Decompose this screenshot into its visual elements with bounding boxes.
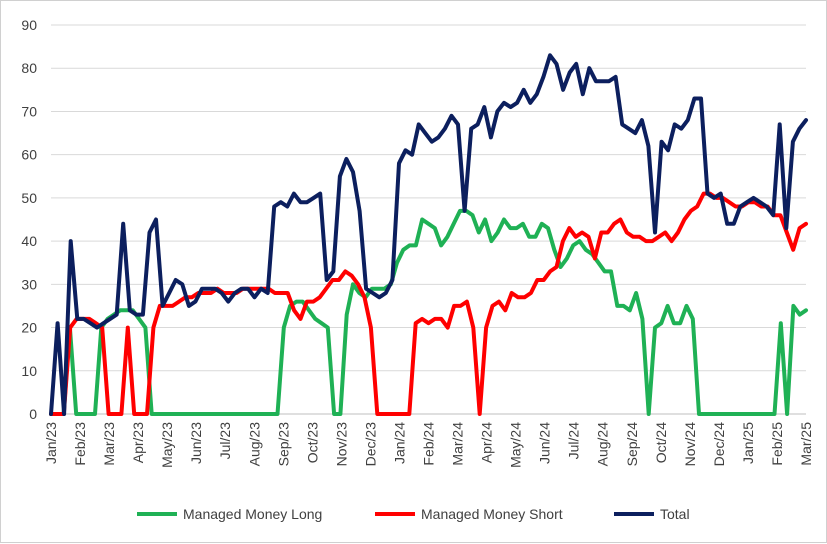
- legend-label: Total: [660, 506, 690, 522]
- x-tick-label: May/24: [508, 422, 524, 468]
- y-tick-label: 10: [21, 363, 37, 379]
- x-tick-label: Mar/23: [101, 422, 117, 466]
- x-tick-label: Feb/25: [769, 422, 785, 466]
- x-tick-label: Feb/24: [421, 422, 437, 466]
- y-tick-label: 80: [21, 60, 37, 76]
- x-tick-label: Jun/24: [537, 422, 553, 464]
- x-tick-label: Mar/24: [450, 422, 466, 466]
- y-tick-label: 20: [21, 320, 37, 336]
- x-tick-label: Aug/24: [595, 422, 611, 467]
- series-line-managed-money-short: [49, 191, 808, 416]
- y-tick-label: 60: [21, 147, 37, 163]
- gridlines: [51, 24, 806, 415]
- x-tick-label: Jan/25: [740, 422, 756, 464]
- x-tick-label: Jul/24: [566, 422, 582, 460]
- series-line-total: [49, 53, 808, 416]
- y-tick-label: 50: [21, 190, 37, 206]
- x-tick-label: May/23: [159, 422, 175, 468]
- x-tick-label: Oct/23: [304, 422, 320, 463]
- y-tick-label: 90: [21, 17, 37, 33]
- legend: Managed Money Long Managed Money Short Tot…: [137, 506, 690, 522]
- x-tick-label: Jun/23: [188, 422, 204, 464]
- y-tick-label: 0: [29, 406, 37, 422]
- series-line-managed-money-long: [49, 208, 808, 416]
- x-tick-label: Aug/23: [246, 422, 262, 467]
- x-tick-label: Dec/24: [711, 422, 727, 467]
- x-tick-label: Oct/24: [653, 422, 669, 463]
- x-tick-label: Dec/23: [362, 422, 378, 467]
- y-axis-tick-labels: 0 10 20 30 40 50 60 70 80 90: [21, 17, 37, 422]
- x-tick-label: Jan/24: [391, 422, 407, 464]
- x-tick-label: Nov/24: [682, 422, 698, 467]
- y-tick-label: 30: [21, 276, 37, 292]
- x-tick-label: Jan/23: [43, 422, 59, 464]
- y-tick-label: 40: [21, 233, 37, 249]
- x-tick-label: Apr/23: [130, 422, 146, 463]
- legend-label: Managed Money Long: [183, 506, 322, 522]
- legend-label: Managed Money Short: [421, 506, 563, 522]
- x-axis-tick-labels: Jan/23 Feb/23 Mar/23 Apr/23 May/23 Jun/23 Jul/…: [43, 422, 814, 468]
- x-tick-label: Feb/23: [72, 422, 88, 466]
- x-tick-label: Apr/24: [479, 422, 495, 463]
- y-tick-label: 70: [21, 103, 37, 119]
- x-tick-label: Nov/23: [333, 422, 349, 467]
- x-tick-label: Sep/23: [275, 422, 291, 467]
- x-tick-label: Jul/23: [217, 422, 233, 460]
- x-tick-label: Mar/25: [798, 422, 814, 466]
- series-lines: [49, 53, 808, 416]
- x-tick-label: Sep/24: [624, 422, 640, 467]
